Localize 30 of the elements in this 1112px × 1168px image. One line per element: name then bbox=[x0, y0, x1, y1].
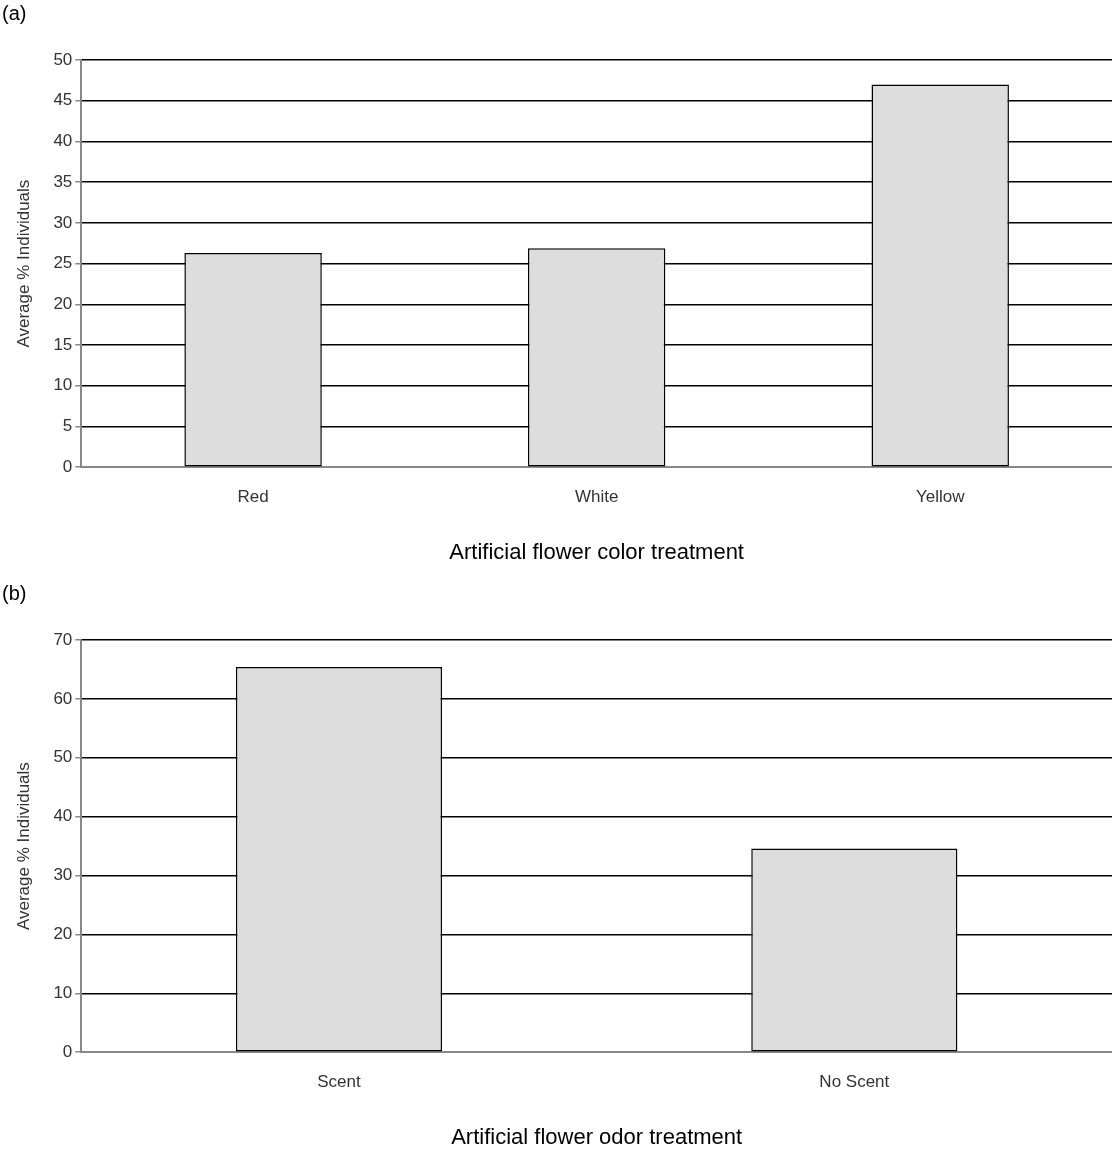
x-tick-label: Yellow bbox=[915, 487, 966, 507]
y-tick-label: 30 bbox=[53, 865, 73, 885]
y-tick-label: 40 bbox=[53, 806, 73, 826]
y-tick-label: 20 bbox=[53, 924, 73, 944]
text: (b) bbox=[2, 581, 27, 604]
y-tick-label: 0 bbox=[62, 456, 73, 476]
x-tick-label: White bbox=[574, 487, 619, 507]
y-axis-title: Average % Individuals bbox=[13, 762, 33, 931]
y-axis-title: Average % Individuals bbox=[13, 179, 33, 348]
x-tick-label: Red bbox=[237, 487, 269, 507]
y-tick-label: 10 bbox=[53, 375, 73, 395]
y-tick-label: 70 bbox=[53, 629, 73, 649]
x-tick-label: Scent bbox=[317, 1072, 361, 1092]
y-tick-label: 60 bbox=[53, 688, 73, 708]
x-tick-label: No Scent bbox=[819, 1072, 890, 1092]
y-tick-label: 10 bbox=[53, 983, 73, 1002]
y-tick-label: 15 bbox=[53, 334, 73, 354]
y-tick-label: 20 bbox=[53, 294, 73, 314]
y-tick-label: 45 bbox=[53, 90, 73, 110]
y-tick-label: 35 bbox=[53, 171, 73, 191]
y-tick-label: 30 bbox=[53, 212, 73, 232]
x-axis-title: Artificial flower color treatment bbox=[449, 538, 744, 564]
y-tick-label: 0 bbox=[62, 1041, 73, 1061]
y-tick-label: 50 bbox=[53, 747, 73, 767]
y-tick-label: 5 bbox=[62, 416, 73, 436]
y-tick-label: 40 bbox=[53, 131, 73, 151]
y-tick-label: 25 bbox=[53, 253, 73, 273]
y-tick-label: 50 bbox=[53, 49, 73, 69]
x-axis-title: Artificial flower odor treatment bbox=[451, 1123, 743, 1149]
text: (a) bbox=[2, 1, 27, 24]
